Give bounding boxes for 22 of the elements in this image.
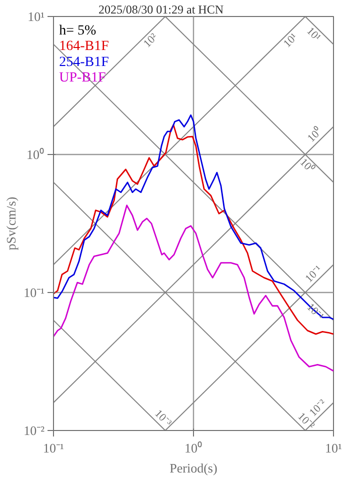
legend-title: h= 5% [59,23,96,38]
annotation: 10¹ [281,31,300,50]
y-axis-title: pSv(cm/s) [4,196,19,250]
y-tick-label: 10⁰ [26,147,44,162]
annotation: 10⁻¹ [303,264,325,285]
chart-title: 2025/08/30 01:29 at HCN [98,2,224,16]
x-tick-label: 10⁰ [184,440,202,456]
annotation: 10⁰ [304,124,325,145]
text: UP-B1F [59,70,106,86]
annotation: 10⁻³ [152,408,174,430]
y-tick-label: 10⁻¹ [24,285,45,300]
annotation: 10⁰ [297,156,318,176]
y-tick-label: 10⁻² [24,423,45,438]
text: 254-B1F [59,54,110,70]
x-tick-label: 10¹ [325,440,342,456]
x-tick-label: 10⁻¹ [43,440,64,456]
annotation: 10¹ [304,25,323,44]
text: 164-B1F [59,39,110,54]
x-axis-title: Period(s) [170,460,218,476]
y-tick-label: 10¹ [28,9,45,24]
annotation: 10⁻¹ [304,301,326,323]
annotation: 10² [141,30,160,50]
